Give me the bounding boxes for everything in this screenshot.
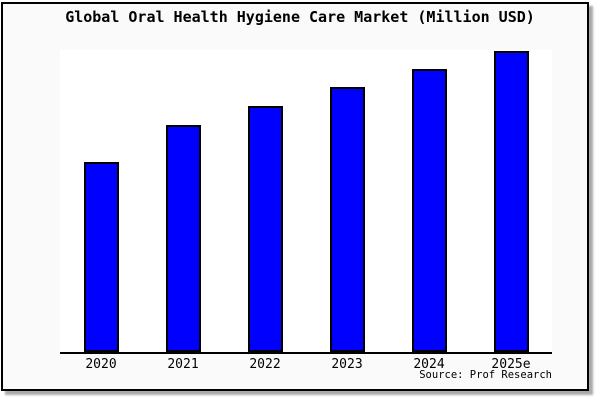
x-tick-label-2023: 2023 <box>331 357 363 372</box>
x-tick-label-2021: 2021 <box>167 357 199 372</box>
bar-2022 <box>247 106 283 352</box>
source-annotation: Source: Prof Research <box>419 369 552 381</box>
bar-2023 <box>329 87 365 352</box>
plot-area <box>60 50 552 354</box>
bar-2024 <box>411 69 447 352</box>
x-tick-label-2024: 2024 <box>413 357 445 372</box>
bar-2020 <box>83 162 119 352</box>
chart-title: Global Oral Health Hygiene Care Market (… <box>65 8 535 26</box>
x-tick-label-2025e: 2025e <box>491 357 531 372</box>
bar-2021 <box>165 125 201 352</box>
bar-2025e <box>493 51 529 352</box>
x-tick-label-2020: 2020 <box>85 357 117 372</box>
x-axis-tick-row: 2020 2021 2022 2023 2024 2025e <box>60 357 552 372</box>
x-tick-label-2022: 2022 <box>249 357 281 372</box>
